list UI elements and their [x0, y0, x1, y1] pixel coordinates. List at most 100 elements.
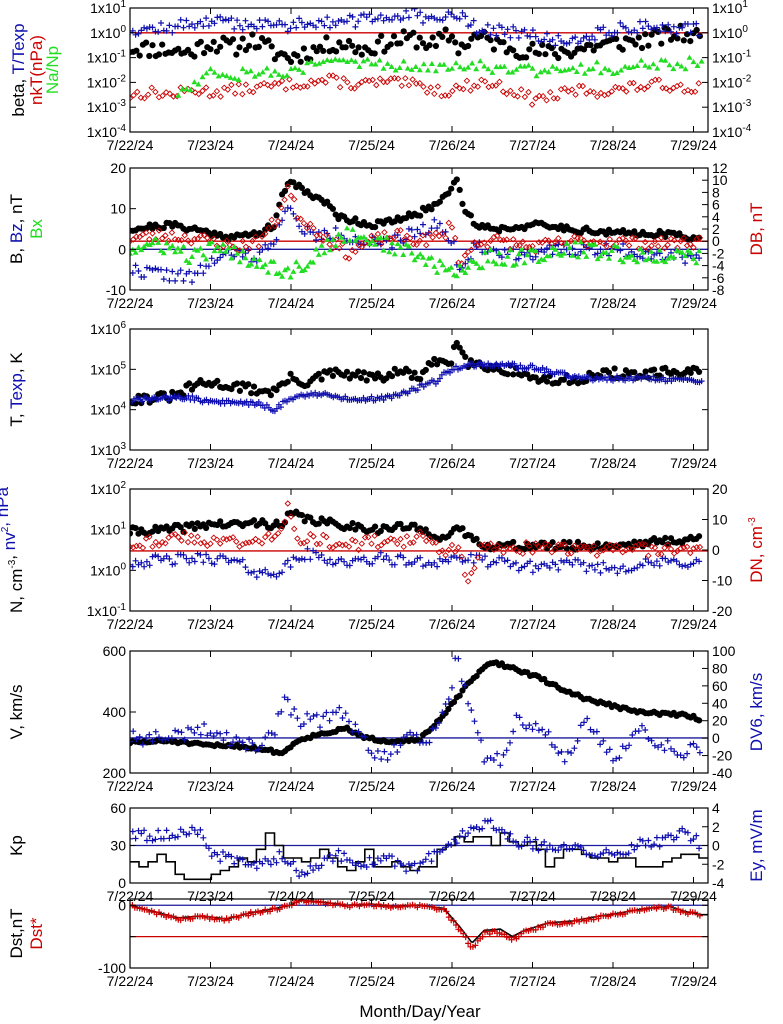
- data-point: [538, 239, 546, 246]
- data-point: [342, 710, 349, 717]
- data-point: [323, 231, 330, 239]
- data-point: [690, 58, 697, 65]
- data-point: [515, 567, 522, 574]
- data-point: [365, 747, 372, 754]
- data-point: [146, 52, 153, 60]
- data-point: [589, 33, 596, 40]
- data-point: [165, 237, 172, 245]
- y-tick-label: 1x100: [90, 24, 126, 41]
- data-point: [453, 60, 459, 66]
- data-point: [566, 39, 573, 46]
- data-point: [414, 254, 421, 260]
- data-point: [378, 756, 385, 763]
- data-point: [420, 563, 426, 570]
- data-point: [304, 21, 311, 28]
- data-point: [696, 543, 704, 551]
- data-point: [143, 735, 150, 742]
- data-point: [160, 555, 167, 562]
- x-tick-label: 7/26/24: [429, 295, 476, 311]
- data-point: [662, 364, 669, 371]
- data-point: [662, 555, 669, 562]
- data-point: [456, 186, 463, 193]
- x-tick-label: 7/27/24: [509, 778, 556, 794]
- data-point: [374, 38, 381, 45]
- data-point: [242, 243, 250, 251]
- data-point: [635, 728, 642, 734]
- data-point: [210, 38, 217, 46]
- data-point: [261, 230, 269, 238]
- data-point: [664, 241, 671, 249]
- data-point: [436, 220, 443, 227]
- x-tick-label: 7/25/24: [348, 295, 395, 311]
- data-point: [286, 76, 293, 83]
- data-point: [670, 23, 677, 30]
- data-point: [229, 36, 237, 43]
- data-point: [284, 696, 291, 703]
- data-point: [555, 847, 562, 854]
- data-point: [563, 545, 570, 552]
- data-point: [208, 853, 215, 860]
- data-point: [187, 240, 195, 247]
- data-point: [135, 244, 142, 250]
- data-point: [596, 548, 604, 555]
- data-point: [391, 251, 398, 257]
- data-point: [178, 537, 185, 544]
- data-point: [458, 553, 465, 560]
- data-point: [223, 237, 230, 245]
- data-point: [228, 557, 235, 564]
- data-point: [195, 90, 203, 98]
- data-point: [300, 45, 307, 52]
- data-point: [552, 42, 559, 49]
- data-point: [497, 63, 504, 70]
- data-point: [569, 561, 576, 568]
- data-point: [426, 535, 433, 542]
- data-point: [539, 726, 546, 733]
- data-point: [336, 83, 344, 91]
- data-point: [490, 558, 497, 565]
- data-point: [255, 71, 262, 77]
- data-point: [177, 826, 184, 833]
- data-point: [400, 28, 407, 35]
- data-point: [487, 246, 494, 253]
- data-point: [197, 18, 204, 25]
- data-point: [558, 748, 565, 755]
- data-point: [590, 47, 597, 54]
- data-point: [594, 540, 601, 547]
- data-point: [358, 540, 366, 547]
- data-point: [255, 399, 262, 405]
- data-point: [541, 373, 548, 381]
- data-point: [391, 741, 397, 748]
- data-point: [492, 82, 500, 89]
- data-point: [684, 247, 691, 253]
- data-point: [194, 724, 201, 731]
- x-tick-label: 7/28/24: [590, 778, 637, 794]
- data-point: [287, 58, 295, 65]
- data-point: [622, 851, 629, 858]
- data-point: [453, 840, 460, 847]
- data-point: [162, 736, 169, 743]
- data-point: [608, 32, 615, 39]
- data-point: [414, 867, 421, 874]
- data-point: [213, 536, 221, 543]
- data-point: [391, 863, 398, 870]
- data-point: [210, 92, 217, 99]
- data-point: [146, 533, 153, 541]
- data-point: [324, 855, 331, 862]
- data-point: [630, 79, 637, 87]
- x-tick-label: 7/29/24: [670, 778, 717, 794]
- data-point: [248, 390, 255, 397]
- data-point: [614, 29, 621, 36]
- data-point: [419, 40, 427, 47]
- data-point: [174, 23, 181, 30]
- data-point: [362, 734, 369, 740]
- data-point: [324, 236, 331, 242]
- data-point: [428, 361, 435, 368]
- y-tick-label: 1x10-1: [87, 602, 127, 619]
- data-point: [235, 81, 242, 88]
- data-point: [632, 41, 639, 48]
- data-point: [207, 66, 214, 72]
- data-point: [377, 527, 384, 535]
- x-tick-label: 7/23/24: [187, 616, 234, 632]
- data-point: [463, 77, 471, 85]
- data-point: [383, 855, 390, 862]
